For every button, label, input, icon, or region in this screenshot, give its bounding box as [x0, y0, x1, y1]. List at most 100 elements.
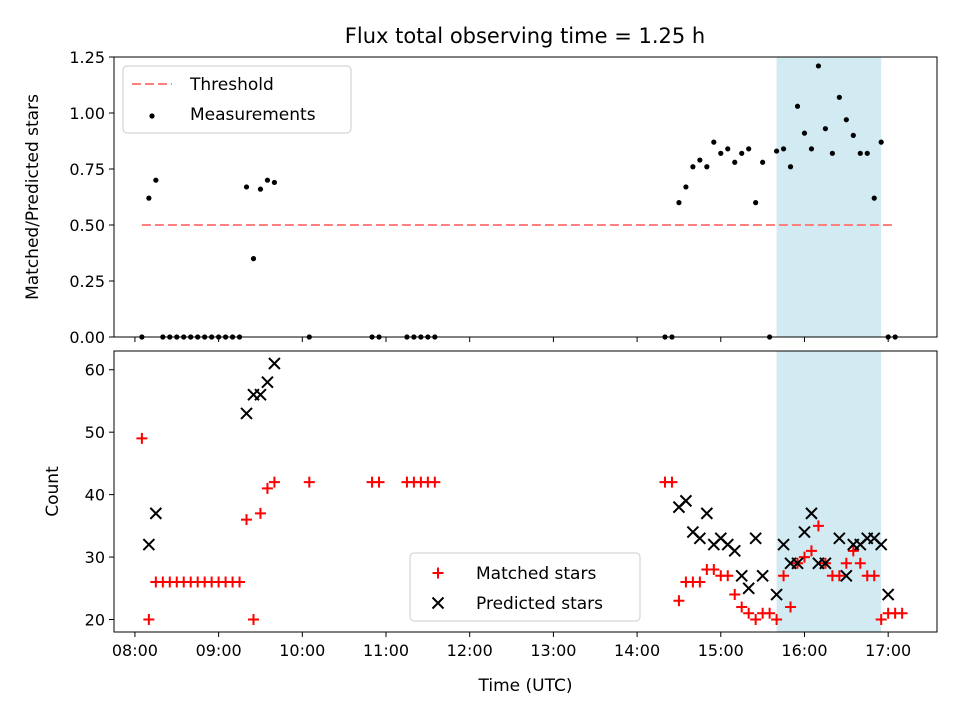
- matched-star-point: [812, 520, 824, 532]
- legend-predicted-swatch: [431, 596, 445, 610]
- measurement-point: [843, 117, 849, 123]
- matched-star-point: [868, 570, 880, 582]
- predicted-star-point: [261, 376, 274, 389]
- predicted-star-point: [798, 525, 811, 539]
- legend-box: [122, 65, 352, 134]
- matched-star-point: [722, 570, 734, 582]
- x-tick-label: 09:00: [196, 641, 242, 660]
- legend-matched-label: Matched stars: [476, 564, 596, 584]
- measurement-point: [780, 146, 787, 152]
- measurement-point: [829, 150, 835, 156]
- measurement-point: [271, 179, 278, 186]
- predicted-star-point: [142, 538, 156, 551]
- predicted-star-point: [791, 557, 804, 570]
- predicted-star-point: [819, 557, 832, 570]
- x-axis-label: Time (UTC): [478, 676, 573, 696]
- measurement-point: [704, 164, 710, 170]
- predicted-star-point: [756, 569, 769, 583]
- measurement-point: [822, 126, 829, 132]
- measurement-point: [153, 177, 159, 183]
- measurement-point: [753, 200, 759, 206]
- predicted-star-point: [728, 544, 741, 558]
- y-tick-label: 30: [85, 548, 105, 567]
- measurement-point: [850, 132, 856, 138]
- measurement-point: [725, 146, 731, 152]
- predicted-star-point: [874, 538, 888, 551]
- highlight-span: [776, 351, 882, 632]
- matched-star-point: [303, 476, 315, 488]
- matched-star-point: [847, 545, 859, 557]
- matched-star-point: [833, 570, 845, 582]
- y-tick-label: 40: [85, 486, 105, 505]
- predicted-star-point: [777, 538, 790, 551]
- y-axis-label: Matched/Predicted stars: [23, 94, 43, 300]
- matched-star-point: [247, 614, 259, 626]
- matched-star-point: [785, 601, 797, 613]
- y-tick-label: 0.75: [69, 160, 105, 179]
- measurement-point: [760, 159, 766, 165]
- predicted-star-point: [254, 388, 267, 401]
- measurement-point: [257, 186, 264, 192]
- matched-star-point: [708, 564, 720, 576]
- matched-star-point: [694, 576, 706, 588]
- predicted-star-point: [770, 588, 783, 601]
- measurement-point: [690, 164, 696, 170]
- panel-bottom: 08:00 09:00 10:00 11:00 12:00 13:00 14:00 15:00…: [43, 350, 938, 696]
- predicted-star-point: [700, 507, 714, 520]
- matched-star-point: [743, 607, 755, 619]
- matched-star-point: [373, 476, 385, 488]
- measurement-point: [739, 150, 745, 156]
- y-tick-label: 50: [85, 423, 105, 442]
- y-tick-label: 0.25: [69, 272, 105, 291]
- measurement-point: [243, 184, 250, 190]
- matched-star-point: [268, 476, 280, 488]
- predicted-star-point: [742, 582, 755, 595]
- legend-predicted-label: Predicted stars: [476, 594, 603, 614]
- measurement-point: [676, 200, 682, 206]
- matched-star-point: [254, 507, 266, 519]
- matched-star-point: [875, 614, 887, 626]
- x-tick-label: 15:00: [698, 641, 744, 660]
- highlight-span: [776, 57, 882, 337]
- measurement-point: [711, 139, 717, 145]
- matched-star-point: [666, 476, 678, 488]
- measurement-point: [808, 146, 815, 152]
- measurement-point: [794, 103, 801, 109]
- measurement-point: [836, 94, 842, 100]
- matched-star-point: [261, 482, 273, 494]
- predicted-star-point: [693, 532, 707, 545]
- measurement-point: [801, 130, 808, 136]
- legend-matched-swatch: [432, 567, 444, 579]
- legend-threshold-label: Threshold: [189, 75, 274, 95]
- matched-star-point: [771, 614, 783, 626]
- legend-measurements-swatch: [149, 113, 155, 119]
- axes-frame: [113, 350, 938, 633]
- y-axis-label: Count: [43, 466, 63, 517]
- measurement-point: [718, 150, 724, 156]
- y-tick-label: 60: [85, 361, 105, 380]
- predicted-star-point: [735, 569, 748, 583]
- x-tick-label: 08:00: [112, 641, 158, 660]
- x-tick-label: 13:00: [530, 641, 576, 660]
- measurement-point: [250, 256, 257, 262]
- measurement-point: [871, 195, 877, 201]
- predicted-star-point: [268, 357, 281, 370]
- measurement-point: [746, 146, 752, 152]
- measurement-point: [773, 148, 780, 154]
- matched-star-point: [840, 557, 852, 569]
- measurement-point: [697, 157, 703, 163]
- axes-frame: [113, 56, 938, 338]
- chart-title: Flux total observing time = 1.25 h: [345, 24, 705, 48]
- predicted-star-point: [833, 532, 846, 545]
- y-tick-label: 1.25: [69, 48, 105, 67]
- predicted-star-point: [805, 507, 818, 520]
- x-tick-label: 11:00: [363, 641, 409, 660]
- matched-star-point: [764, 607, 776, 619]
- measurement-point: [864, 150, 870, 156]
- measurement-point: [857, 150, 863, 156]
- matched-star-point: [805, 545, 817, 557]
- predicted-star-point: [840, 569, 853, 583]
- legend-box: [409, 552, 641, 622]
- y-tick-label: 0.00: [69, 328, 105, 347]
- x-tick-label: 10:00: [279, 641, 325, 660]
